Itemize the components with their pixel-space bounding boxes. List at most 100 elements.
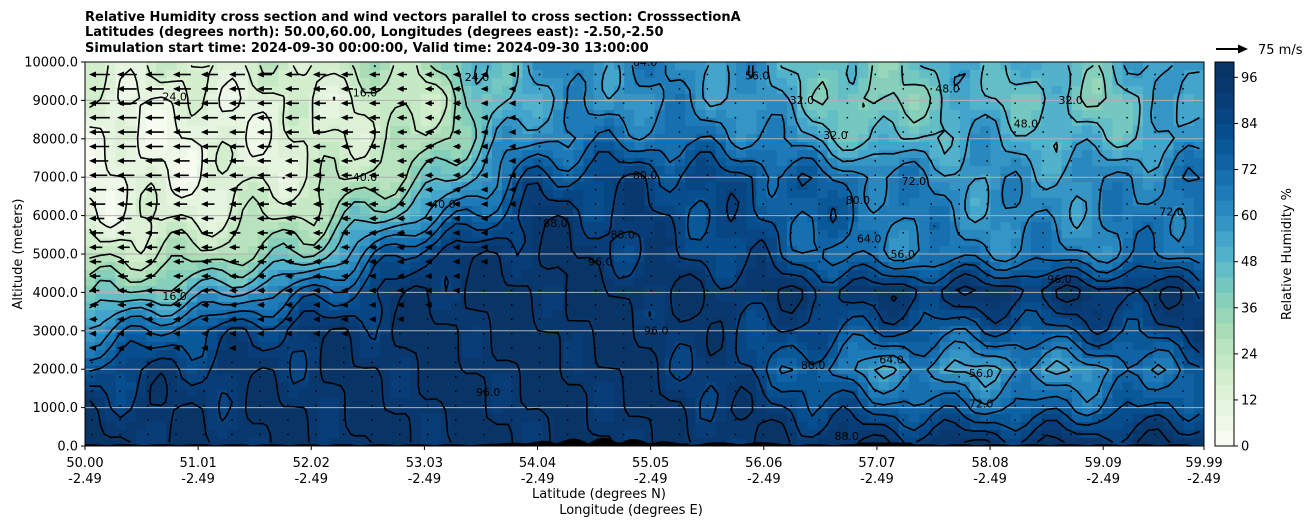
heatmap-cell — [502, 94, 513, 103]
heatmap-cell — [512, 398, 524, 407]
heatmap-cell — [1092, 238, 1103, 247]
heatmap-cell — [1092, 334, 1103, 343]
heatmap-cell — [135, 286, 147, 295]
heatmap-cell — [1142, 366, 1154, 375]
heatmap-cell — [329, 110, 340, 119]
heatmap-cell — [807, 414, 819, 423]
heatmap-cell — [1122, 414, 1134, 423]
heatmap-cell — [339, 294, 351, 303]
heatmap-cell — [237, 118, 249, 127]
heatmap-cell — [939, 110, 951, 119]
heatmap-cell — [1020, 174, 1032, 183]
heatmap-cell — [420, 422, 432, 431]
heatmap-cell — [949, 126, 961, 135]
heatmap-cell — [441, 158, 452, 167]
heatmap-cell — [736, 254, 747, 263]
heatmap-cell — [1031, 206, 1042, 215]
heatmap-cell — [349, 422, 361, 431]
heatmap-cell — [552, 294, 564, 303]
heatmap-cell — [929, 206, 941, 215]
heatmap-cell — [257, 398, 269, 407]
heatmap-cell — [430, 390, 442, 399]
heatmap-cell — [756, 270, 768, 279]
heatmap-cell — [858, 286, 869, 295]
heatmap-cell — [797, 166, 808, 175]
heatmap-cell — [817, 214, 829, 223]
heatmap-cell — [1193, 334, 1204, 343]
heatmap-cell — [237, 158, 249, 167]
heatmap-cell — [1000, 142, 1012, 151]
heatmap-cell — [420, 110, 432, 119]
heatmap-cell — [664, 350, 676, 359]
heatmap-cell — [1031, 166, 1042, 175]
heatmap-cell — [359, 166, 371, 175]
heatmap-cell — [664, 102, 676, 111]
heatmap-cell — [603, 86, 615, 95]
heatmap-cell — [461, 182, 473, 191]
heatmap-cell — [308, 342, 320, 351]
heatmap-cell — [1081, 286, 1093, 295]
heatmap-cell — [593, 270, 605, 279]
heatmap-cell — [369, 342, 381, 351]
heatmap-cell — [1031, 414, 1042, 423]
heatmap-cell — [1081, 366, 1093, 375]
heatmap-cell — [95, 86, 106, 95]
heatmap-cell — [1153, 182, 1164, 191]
heatmap-cell — [359, 390, 371, 399]
heatmap-cell — [1071, 78, 1083, 87]
heatmap-cell — [420, 414, 432, 423]
heatmap-cell — [1071, 182, 1083, 191]
heatmap-cell — [339, 374, 351, 383]
heatmap-cell — [298, 350, 310, 359]
heatmap-cell — [257, 246, 269, 255]
heatmap-cell — [247, 118, 259, 127]
heatmap-cell — [664, 318, 676, 327]
heatmap-cell — [146, 414, 157, 423]
heatmap-cell — [502, 302, 513, 311]
heatmap-cell — [1163, 342, 1175, 351]
heatmap-cell — [329, 286, 340, 295]
heatmap-cell — [186, 166, 198, 175]
heatmap-cell — [1112, 70, 1124, 79]
heatmap-cell — [461, 86, 473, 95]
heatmap-cell — [939, 334, 951, 343]
heatmap-cell — [949, 118, 961, 127]
heatmap-cell — [349, 278, 361, 287]
heatmap-cell — [278, 70, 290, 79]
heatmap-cell — [552, 366, 564, 375]
heatmap-cell — [807, 158, 819, 167]
heatmap-cell — [898, 286, 910, 295]
heatmap-cell — [471, 206, 483, 215]
heatmap-cell — [919, 310, 930, 319]
heatmap-cell — [1031, 302, 1042, 311]
heatmap-cell — [430, 142, 442, 151]
heatmap-cell — [644, 270, 656, 279]
heatmap-cell — [1010, 278, 1022, 287]
heatmap-cell — [451, 294, 462, 303]
heatmap-cell — [278, 86, 290, 95]
heatmap-cell — [959, 214, 971, 223]
heatmap-cell — [685, 142, 696, 151]
heatmap-cell — [949, 238, 961, 247]
heatmap-cell — [654, 382, 666, 391]
heatmap-cell — [85, 86, 96, 95]
heatmap-cell — [318, 382, 330, 391]
heatmap-cell — [929, 214, 941, 223]
heatmap-cell — [420, 86, 432, 95]
heatmap-cell — [217, 166, 229, 175]
heatmap-cell — [491, 398, 503, 407]
heatmap-cell — [613, 374, 625, 383]
heatmap-cell — [919, 158, 930, 167]
heatmap-cell — [776, 190, 788, 199]
heatmap-cell — [837, 238, 849, 247]
heatmap-cell — [1153, 214, 1164, 223]
heatmap-cell — [766, 278, 778, 287]
heatmap-cell — [1031, 262, 1042, 271]
heatmap-cell — [1020, 374, 1032, 383]
heatmap-cell — [95, 110, 106, 119]
heatmap-cell — [380, 222, 391, 231]
heatmap-cell — [797, 150, 808, 159]
heatmap-cell — [858, 70, 869, 79]
heatmap-cell — [308, 334, 320, 343]
heatmap-cell — [817, 222, 829, 231]
